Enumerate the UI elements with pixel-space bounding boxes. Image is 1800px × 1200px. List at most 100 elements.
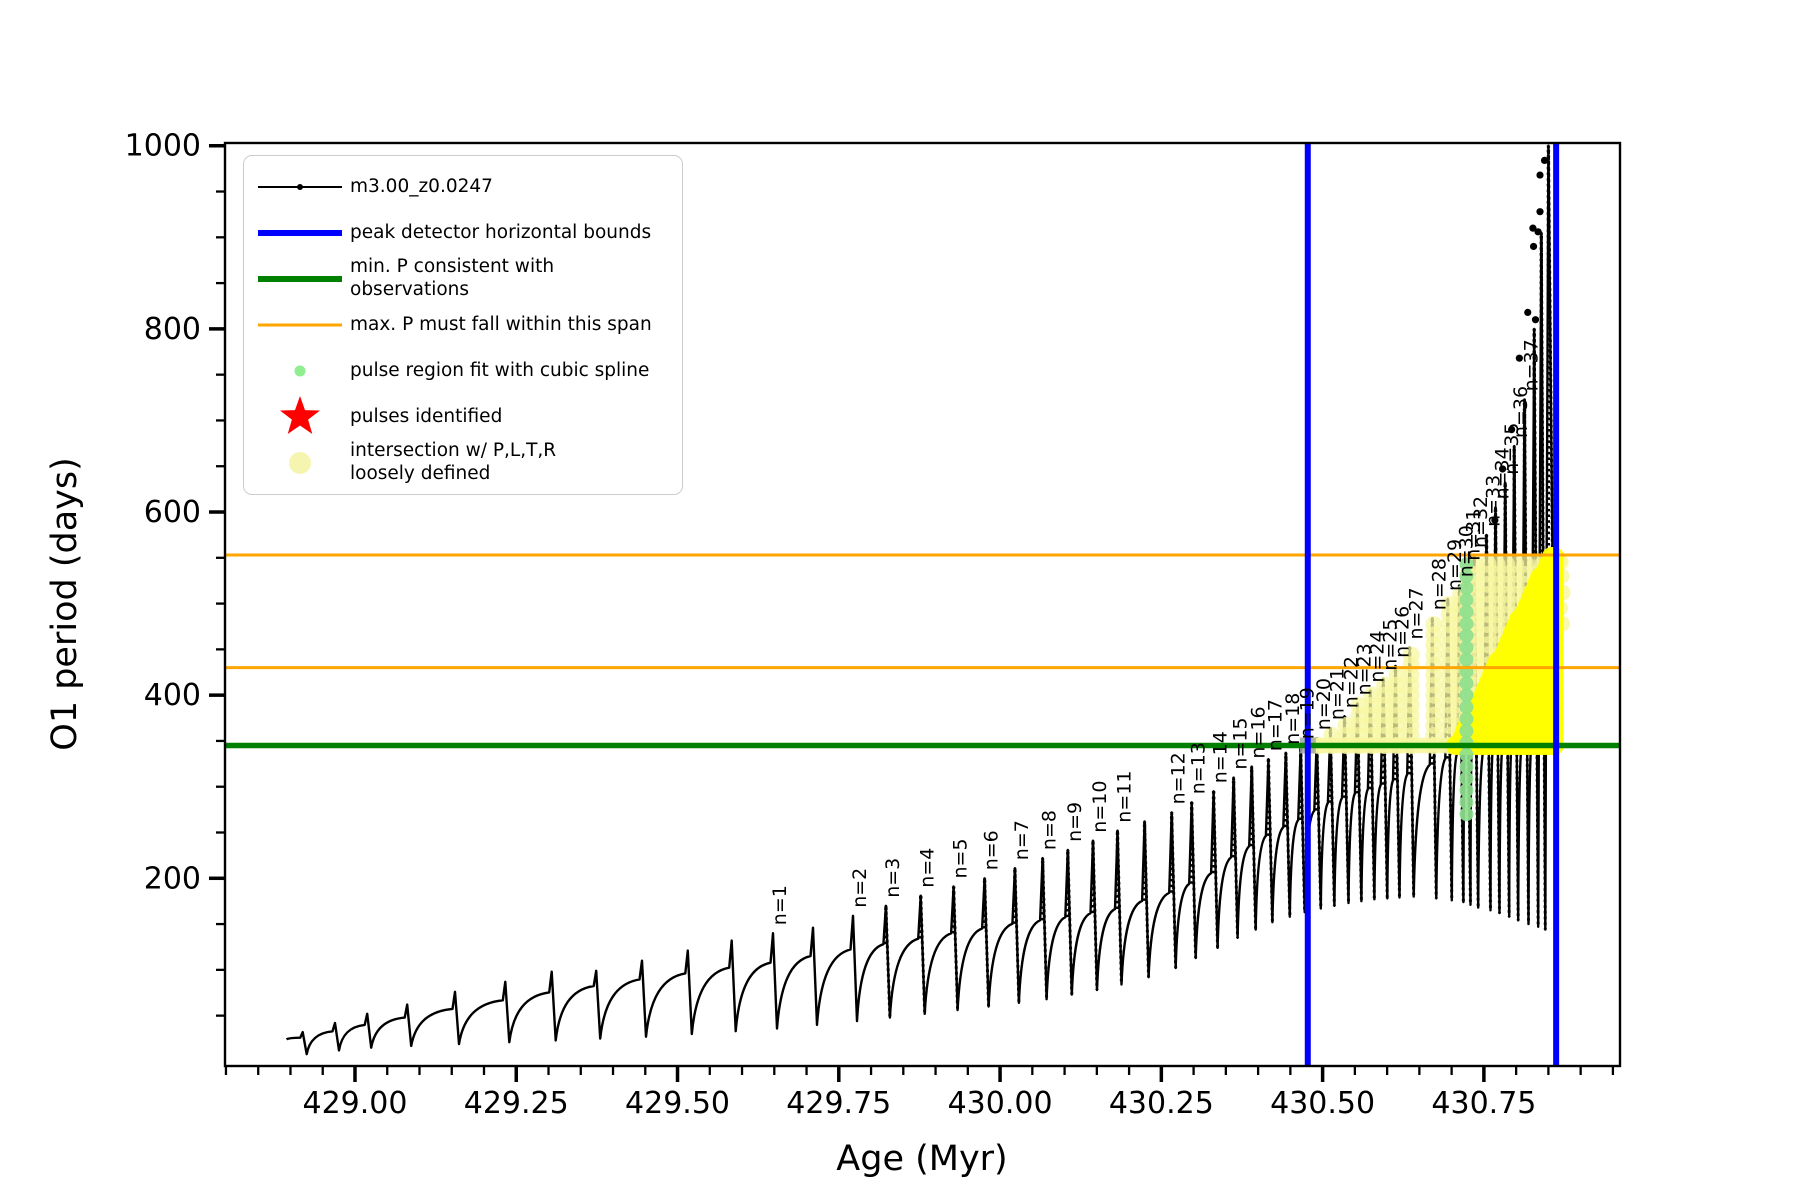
star-icon [250,394,350,440]
spline-fit-point [1459,640,1474,655]
y-tick-label: 1000 [125,129,201,164]
data-point [1498,465,1507,473]
pulse-number-label: n=6 [981,830,1003,870]
x-tick-label: 429.00 [302,1086,407,1121]
spline-fit-point [1459,676,1474,691]
pulse-number-label: n=27 [1406,587,1428,639]
intersection-point [1337,716,1355,734]
legend-entry-label: m3.00_z0.0247 [350,175,493,197]
pulse-drop [1041,858,1049,1000]
dot-big-icon [250,440,350,486]
spline-fit-point [1459,747,1474,762]
legend-entry-label: max. P must fall within this span [350,313,652,335]
legend-entry-label: min. P consistent with observations [350,256,555,300]
data-point [1540,156,1549,164]
spline-fit-point [1459,771,1474,786]
x-tick-label: 430.25 [1109,1086,1214,1121]
x-tick-label: 430.00 [948,1086,1053,1121]
data-point [1534,228,1542,236]
pulse-number-label: n=28 [1428,558,1450,610]
pulse-drop [1232,777,1240,938]
y-tick-label: 800 [144,312,201,347]
data-point [1515,354,1523,362]
x-tick-label: 429.25 [464,1086,569,1121]
pulse-drop [1066,849,1074,995]
legend-entry: peak detector horizontal bounds [250,210,668,256]
pulse-drop [884,905,892,1018]
axes-frame: 429.00 429.25 429.50 429.75 430.00 430.25 430.… [125,129,1622,1121]
pulse-number-label: n=3 [882,858,904,898]
legend-entry: max. P must fall within this span [250,302,668,348]
pulse-number-label: n=16 [1248,706,1270,758]
spline-fit-point [1459,711,1474,726]
pulse-number-label: n=8 [1039,810,1061,850]
hline-thin-icon [250,302,350,348]
pulse-drop [952,886,960,1011]
legend-entry: intersection w/ P,L,T,R loosely defined [250,440,668,486]
spline-fit-point [1459,652,1474,667]
pulse-number-label: n=24 [1366,630,1388,682]
pulse-number-label: n=13 [1188,742,1210,794]
spline-fit-point [1459,807,1474,822]
pulse-number-label: n=30 [1455,525,1477,577]
data-point [1529,224,1537,232]
data-point [1531,316,1540,324]
spline-fit-point [1459,759,1474,774]
pulse-number-label: n=23 [1353,643,1375,695]
legend-entry-label: pulses identified [350,405,503,427]
pulse-number-label: n=18 [1282,693,1304,745]
spline-fit-point [1459,783,1474,798]
pulse-number-label: n=7 [1011,820,1033,860]
x-axis-label: Age (Myr) [836,1139,1007,1179]
pulse-drop [1284,752,1292,917]
legend-entry-label: intersection w/ P,L,T,R loosely defined [350,440,557,484]
pulse-number-label: n=15 [1230,717,1252,769]
pulse-drop [1266,759,1274,923]
pulse-drop [919,895,927,1014]
data-point [1529,242,1538,251]
pulse-drop [1343,716,1351,904]
data-point [1524,308,1532,316]
data-point [1491,516,1499,524]
legend-entry: pulse region fit with cubic spline [250,348,668,394]
pulse-number-label: n=5 [950,838,972,878]
pulse-drop [1299,747,1307,913]
pulse-number-label: n=32 [1470,496,1492,548]
data-point [1508,426,1516,434]
legend-entry: min. P consistent with observations [250,256,668,302]
spline-fit-point [1459,604,1474,619]
data-point [1536,208,1544,216]
y-axis-label: O1 period (days) [45,457,85,750]
intersection-point [1402,646,1420,664]
pulse-number-label: n=9 [1064,802,1086,842]
spline-fit-point [1459,616,1474,631]
pulse-drop [1532,328,1540,927]
pulse-number-label: n=21 [1326,668,1348,720]
pulse-drop [983,878,991,1007]
data-point [1536,171,1544,179]
spline-fit-point [1459,700,1474,715]
intersection-point [1440,596,1458,613]
pulse-number-label: n=14 [1210,731,1232,783]
legend-entry-label: peak detector horizontal bounds [350,221,652,243]
y-tick-label: 400 [144,678,201,713]
pulse-number-label: n=10 [1089,781,1111,833]
legend-entry-label: pulse region fit with cubic spline [350,359,650,381]
intersection-point [1363,686,1381,704]
pulse-drop [1464,568,1472,905]
spline-fit-point [1459,723,1474,738]
x-tick-label: 430.50 [1270,1086,1375,1121]
pulse-number-label: n=35 [1501,423,1523,475]
dot-small-icon [250,348,350,394]
intersection-point [1350,696,1368,714]
pulse-number-label: n=33 [1483,475,1505,527]
pulse-number-label: n=26 [1392,606,1414,658]
pulse-number-label: n=4 [917,848,939,888]
hline-thick-icon [250,256,350,302]
hline-thick-icon [250,210,350,256]
x-tick-label: 429.75 [786,1086,891,1121]
pulse-number-label: n=22 [1341,656,1363,708]
pulse-drop [1328,728,1336,906]
